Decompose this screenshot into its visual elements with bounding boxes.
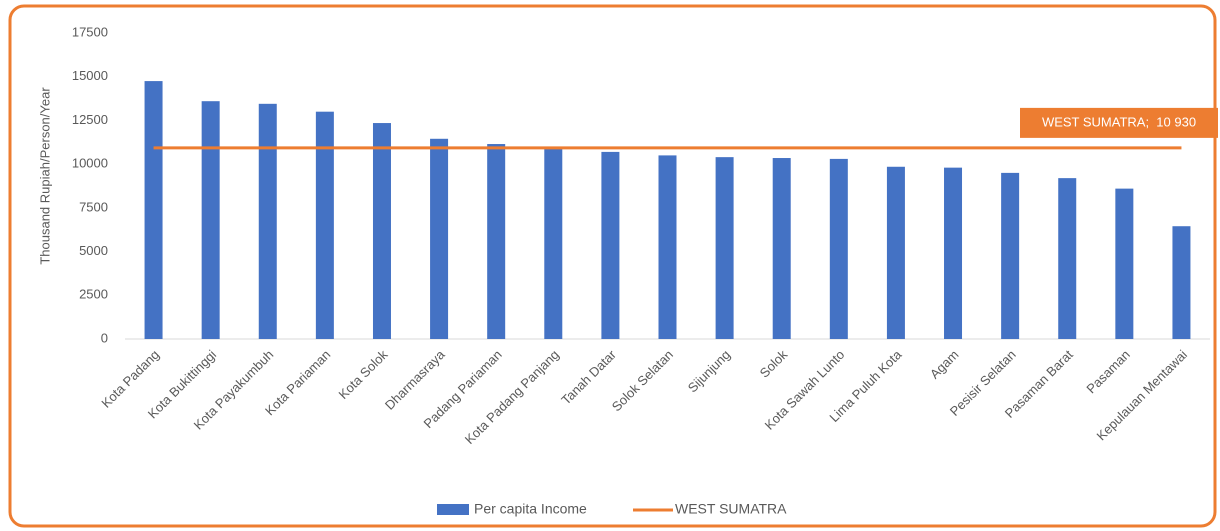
y-tick-label: 2500: [79, 287, 108, 302]
bar: [1001, 172, 1020, 339]
y-axis-title: Thousand Rupiah/Person/Year: [37, 87, 52, 265]
bar: [544, 148, 563, 339]
legend-swatch: [437, 504, 469, 515]
y-tick-label: 5000: [79, 243, 108, 258]
legend-label: Per capita Income: [474, 501, 587, 517]
y-tick-label: 17500: [72, 24, 108, 39]
bar: [144, 81, 163, 339]
y-tick-label: 0: [101, 330, 108, 345]
bar: [487, 144, 506, 339]
bar: [258, 103, 277, 340]
bar: [601, 151, 620, 339]
bar: [1115, 188, 1134, 339]
bar: [1058, 178, 1077, 339]
bar: [372, 123, 391, 340]
y-tick-label: 15000: [72, 68, 108, 83]
y-tick-label: 10000: [72, 156, 108, 171]
bar: [772, 158, 791, 339]
bar: [829, 158, 848, 339]
bar: [1172, 226, 1191, 339]
bar: [944, 167, 963, 339]
bar: [201, 101, 220, 340]
bar: [886, 166, 905, 339]
legend-label: WEST SUMATRA: [675, 501, 787, 517]
bar: [658, 155, 677, 339]
bar: [315, 111, 334, 339]
y-tick-label: 12500: [72, 112, 108, 127]
bar: [715, 157, 734, 339]
bar: [430, 138, 449, 339]
y-tick-label: 7500: [79, 199, 108, 214]
annotation-box: [1020, 107, 1218, 138]
annotation: WEST SUMATRA; 10 930: [1042, 114, 1196, 129]
